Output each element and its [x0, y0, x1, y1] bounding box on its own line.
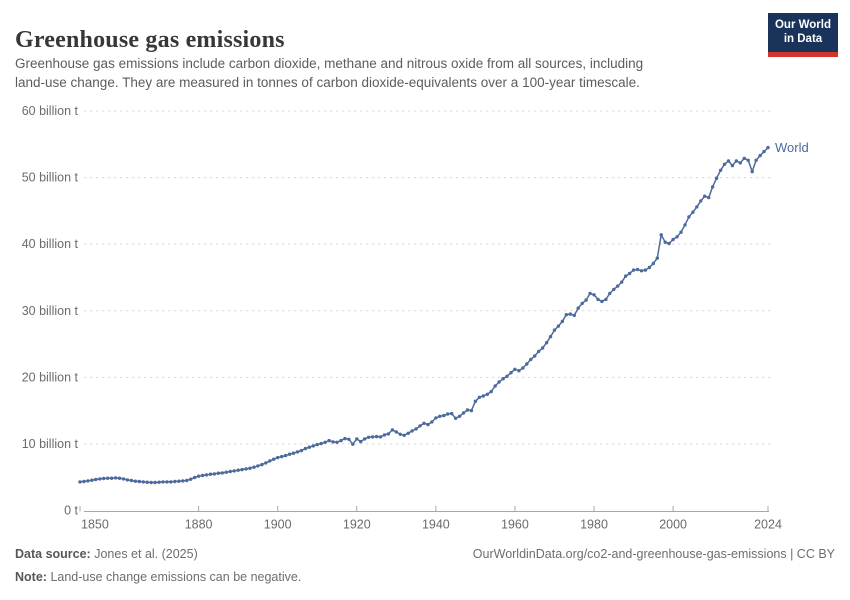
x-tick-label: 1880: [185, 518, 213, 532]
x-axis: 1850 1880 1900 1920 1940 1960 1980 2000 2024: [79, 506, 782, 532]
x-tick-label: 1850: [81, 518, 109, 532]
chart-footer: Data source: Jones et al. (2025) OurWorl…: [15, 547, 835, 584]
chart-subtitle-line1: Greenhouse gas emissions include carbon …: [15, 56, 644, 71]
y-tick-label: 0 t: [64, 504, 78, 518]
owid-logo-red-bar: [768, 52, 838, 57]
y-tick-label: 10 billion t: [22, 437, 79, 451]
footer-source-row: Data source: Jones et al. (2025) OurWorl…: [15, 547, 835, 561]
x-tick-label: 1980: [580, 518, 608, 532]
series-end-label-world: World: [775, 140, 809, 155]
footer-note-value: Land-use change emissions can be negativ…: [50, 570, 302, 584]
y-axis-labels: 0 t 10 billion t 20 billion t 30 billion t 4…: [22, 104, 79, 518]
owid-logo-line2: in Data: [783, 33, 823, 45]
y-gridlines: [84, 110, 771, 445]
x-tick-label: 1900: [264, 518, 292, 532]
data-source-value: Jones et al. (2025): [94, 547, 198, 561]
rights-attribution: OurWorldinData.org/co2-and-greenhouse-ga…: [472, 547, 835, 561]
world-series-line[interactable]: [79, 146, 769, 484]
world-series-markers: [78, 145, 770, 485]
y-tick-label: 50 billion t: [22, 171, 79, 185]
footer-note: Note: Land-use change emissions can be n…: [15, 570, 835, 584]
owid-logo-line1: Our World: [774, 19, 831, 31]
owid-logo: Our World in Data: [768, 13, 838, 57]
y-tick-label: 20 billion t: [22, 370, 79, 384]
page-title: Greenhouse gas emissions: [15, 27, 285, 54]
y-tick-label: 40 billion t: [22, 237, 79, 251]
data-source-label: Data source:: [15, 547, 91, 561]
owid-logo-text: Our World in Data: [768, 13, 838, 52]
chart-subtitle: Greenhouse gas emissions include carbon …: [15, 54, 643, 92]
footer-note-label: Note:: [15, 570, 47, 584]
x-tick-label: 1960: [501, 518, 529, 532]
x-tick-label: 1940: [422, 518, 450, 532]
x-tick-label: 2000: [659, 518, 687, 532]
data-source: Data source: Jones et al. (2025): [15, 547, 198, 561]
x-tick-label: 2024: [754, 518, 782, 532]
x-tick-label: 1920: [343, 518, 371, 532]
y-tick-label: 60 billion t: [22, 104, 79, 118]
chart-subtitle-line2: land-use change. They are measured in to…: [15, 75, 640, 90]
y-tick-label: 30 billion t: [22, 304, 79, 318]
